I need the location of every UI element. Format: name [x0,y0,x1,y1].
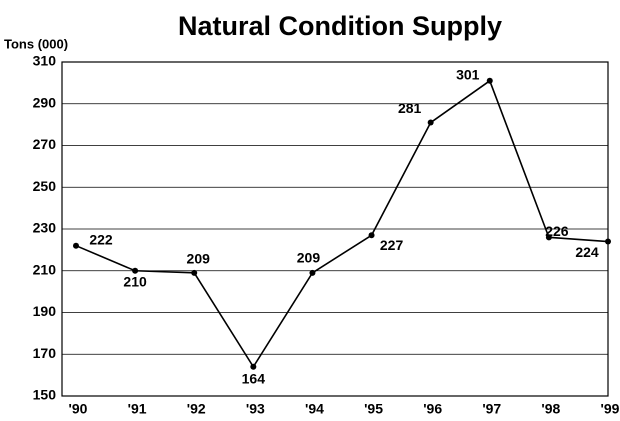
data-label: 301 [456,66,480,82]
data-label: 224 [575,244,599,260]
point [73,242,79,249]
x-tick-label: '98 [541,401,560,417]
data-label: 210 [123,273,147,289]
y-tick-label: 190 [33,303,57,319]
chart-title: Natural Condition Supply [178,11,502,41]
y-tick-label: 290 [33,94,57,110]
y-tick-label: 270 [33,136,57,152]
data-label: 209 [187,251,211,267]
point [309,269,316,276]
y-tick-label: 210 [33,261,57,277]
line [75,79,609,369]
y-tick-label: 310 [33,53,57,69]
data-label: 164 [242,370,266,386]
point [486,77,493,84]
data-label: 209 [297,250,321,266]
x-tick-label: '96 [423,401,442,417]
y-tick-label: 250 [33,178,57,194]
y-axis-label: Tons (000) [4,36,68,51]
x-tick-label: '91 [128,401,147,417]
x-tick-label: '93 [246,401,265,417]
x-tick-label: '97 [482,401,501,417]
point [427,119,434,126]
data-label: 222 [89,231,113,247]
point [545,234,552,241]
point [191,269,198,276]
y-tick-label: 170 [33,345,57,361]
x-tick-label: '95 [364,401,383,417]
data-label: 226 [545,223,569,239]
x-tick-label: '94 [305,401,324,417]
point [605,238,611,245]
y-tick-label: 230 [33,220,57,236]
x-tick-label: '90 [69,401,88,417]
x-tick-label: '92 [187,401,206,417]
y-tick-label: 150 [33,387,57,403]
x-tick-label: '99 [601,401,620,417]
point [250,363,257,370]
point [132,267,139,274]
data-label: 281 [398,100,422,116]
point [368,232,375,239]
data-label: 227 [380,237,404,253]
